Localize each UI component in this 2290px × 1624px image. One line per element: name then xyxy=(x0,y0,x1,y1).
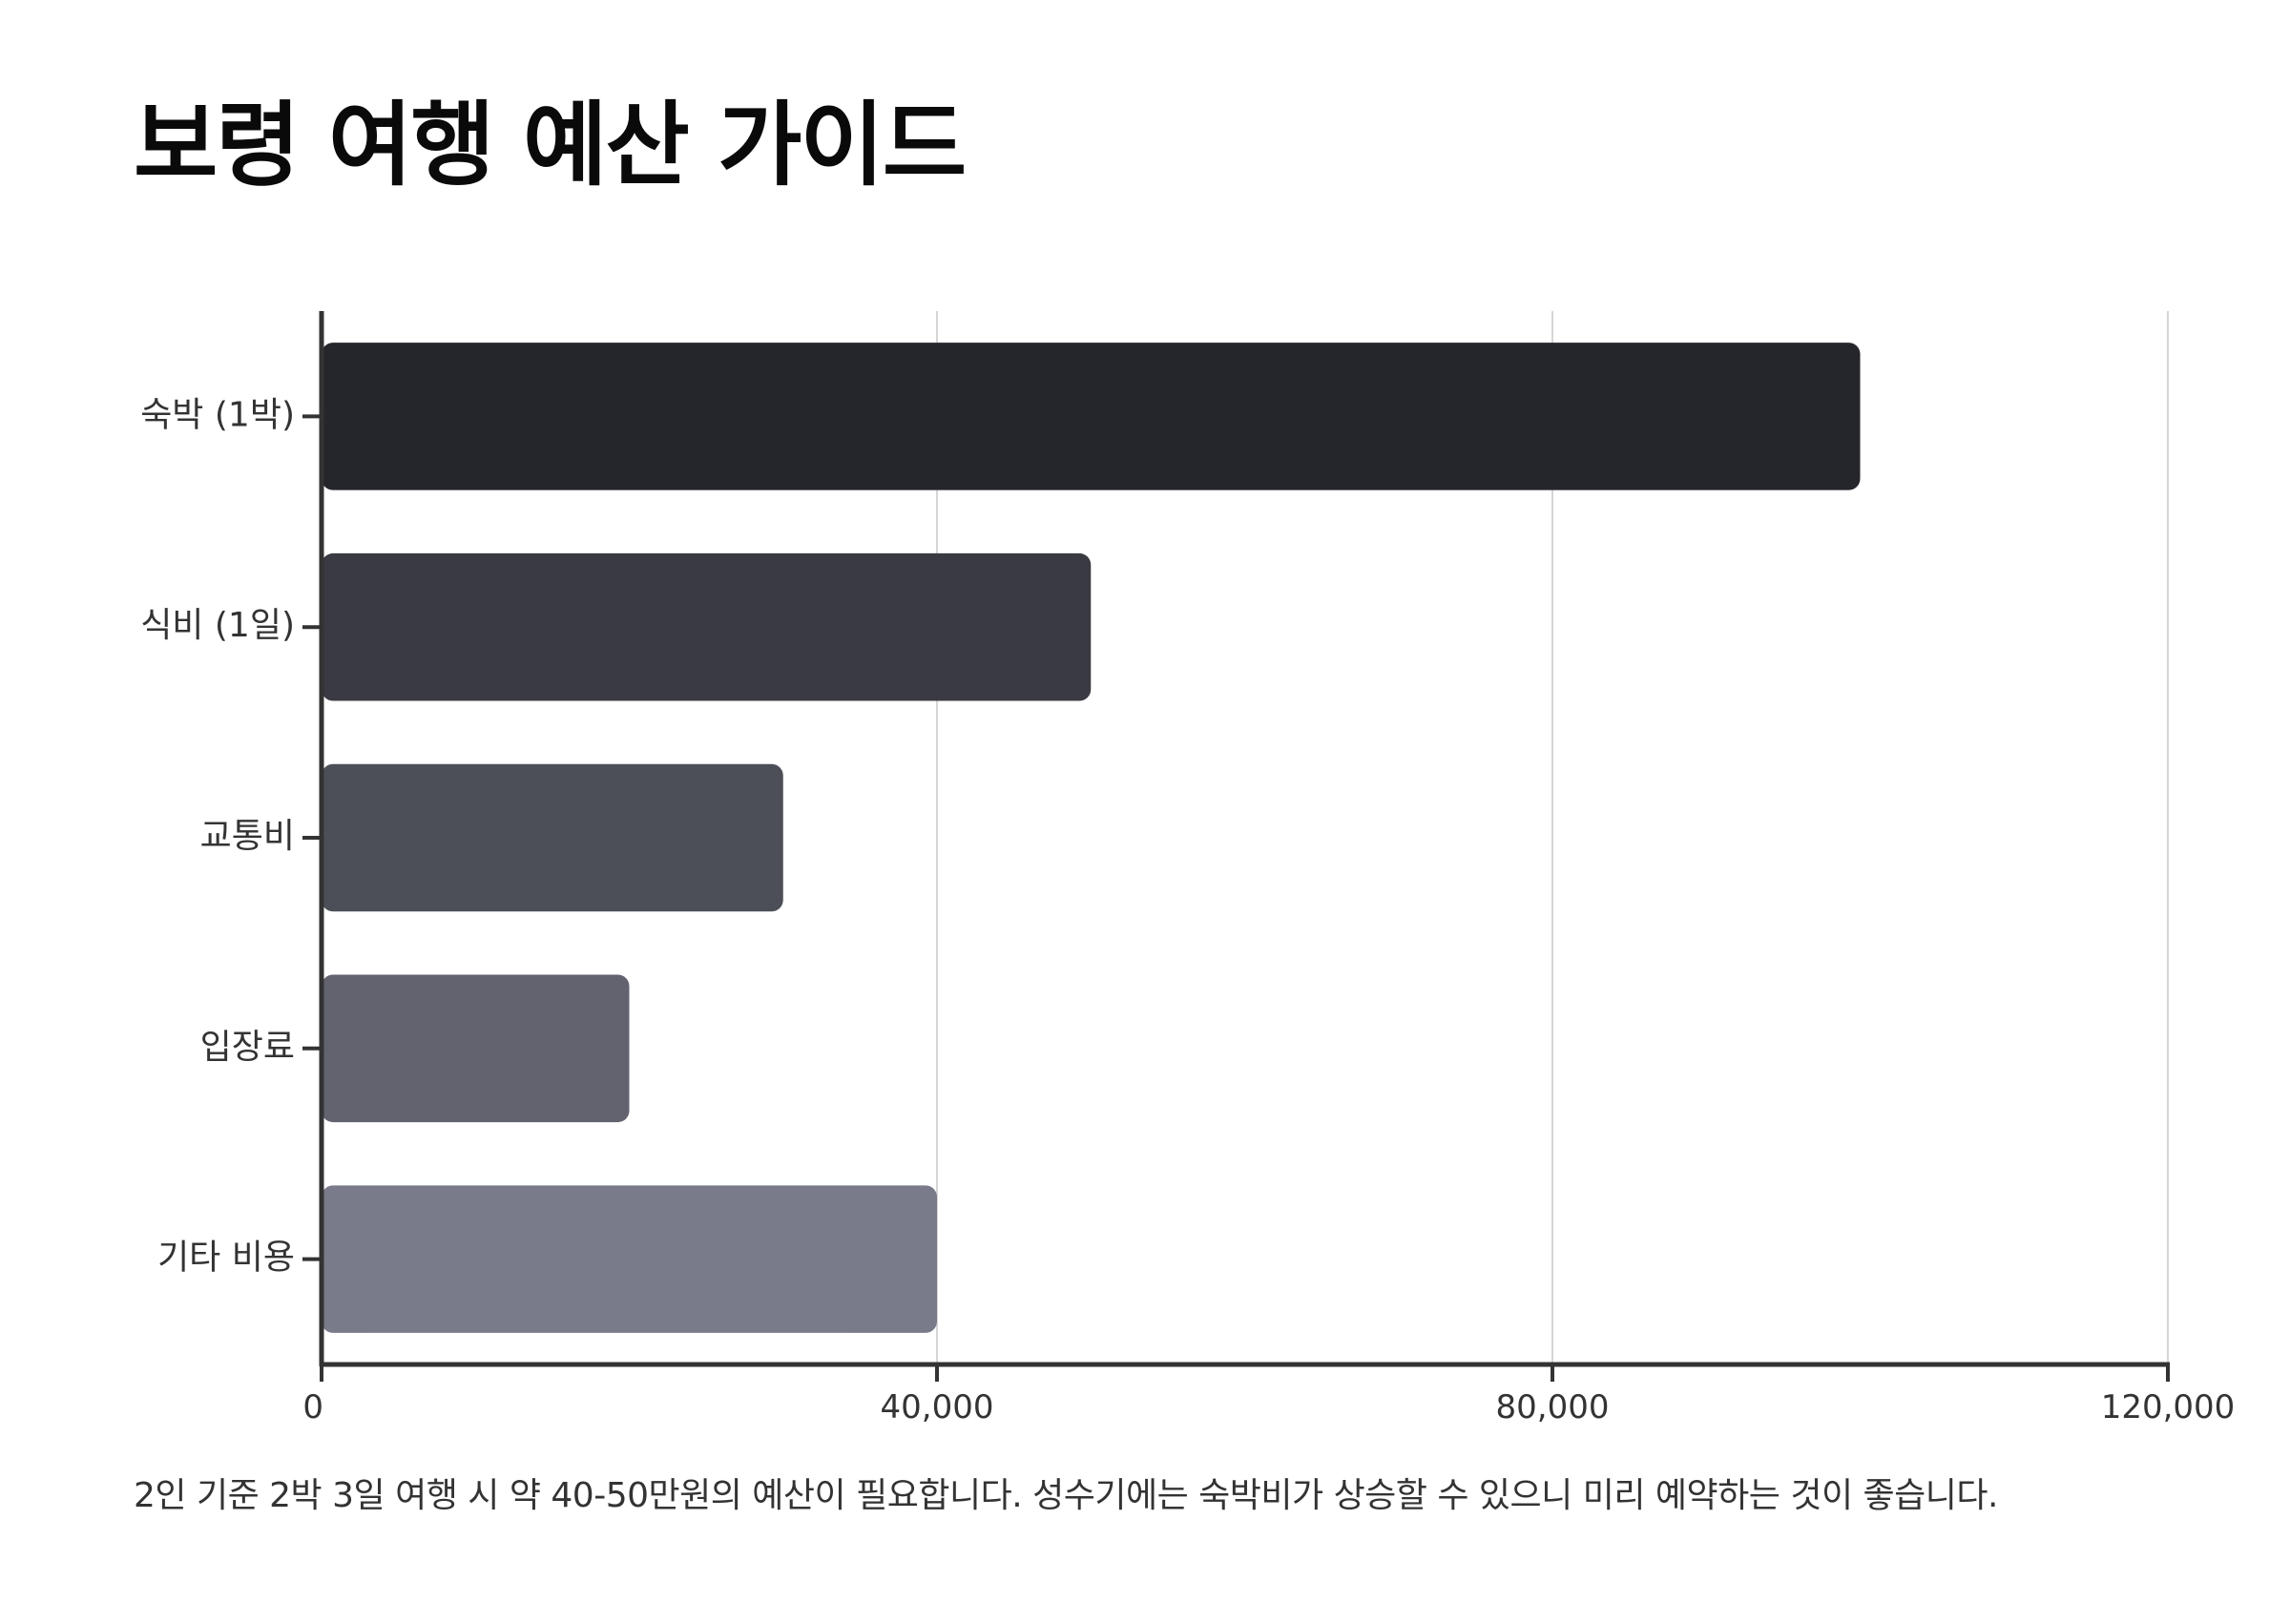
bar-2 xyxy=(322,552,1092,701)
bar-5 xyxy=(322,1185,937,1333)
bar-1 xyxy=(322,343,1861,490)
bars xyxy=(322,343,1861,1333)
chart-footnote: 2인 기준 2박 3일 여행 시 약 40-50만원의 예산이 필요합니다. 성… xyxy=(134,1476,1998,1515)
y-tick-label-4: 입장료 xyxy=(200,1028,295,1067)
x-tick-label-2: 80,000 xyxy=(1496,1388,1610,1426)
bar-3 xyxy=(322,763,783,912)
axes xyxy=(302,311,2170,1382)
y-tick-label-3: 교통비 xyxy=(200,817,295,856)
x-tick-label-1: 40,000 xyxy=(881,1388,994,1426)
y-tick-label-1: 숙박 (1박) xyxy=(140,395,295,434)
x-tick-label-0: 0 xyxy=(302,1388,323,1426)
chart-title: 보령 여행 예산 가이드 xyxy=(134,92,967,198)
bar-4 xyxy=(322,974,630,1123)
y-tick-label-5: 기타 비용 xyxy=(157,1239,295,1278)
x-tick-label-3: 120,000 xyxy=(2101,1388,2236,1426)
y-tick-label-2: 식비 (1일) xyxy=(140,606,295,645)
